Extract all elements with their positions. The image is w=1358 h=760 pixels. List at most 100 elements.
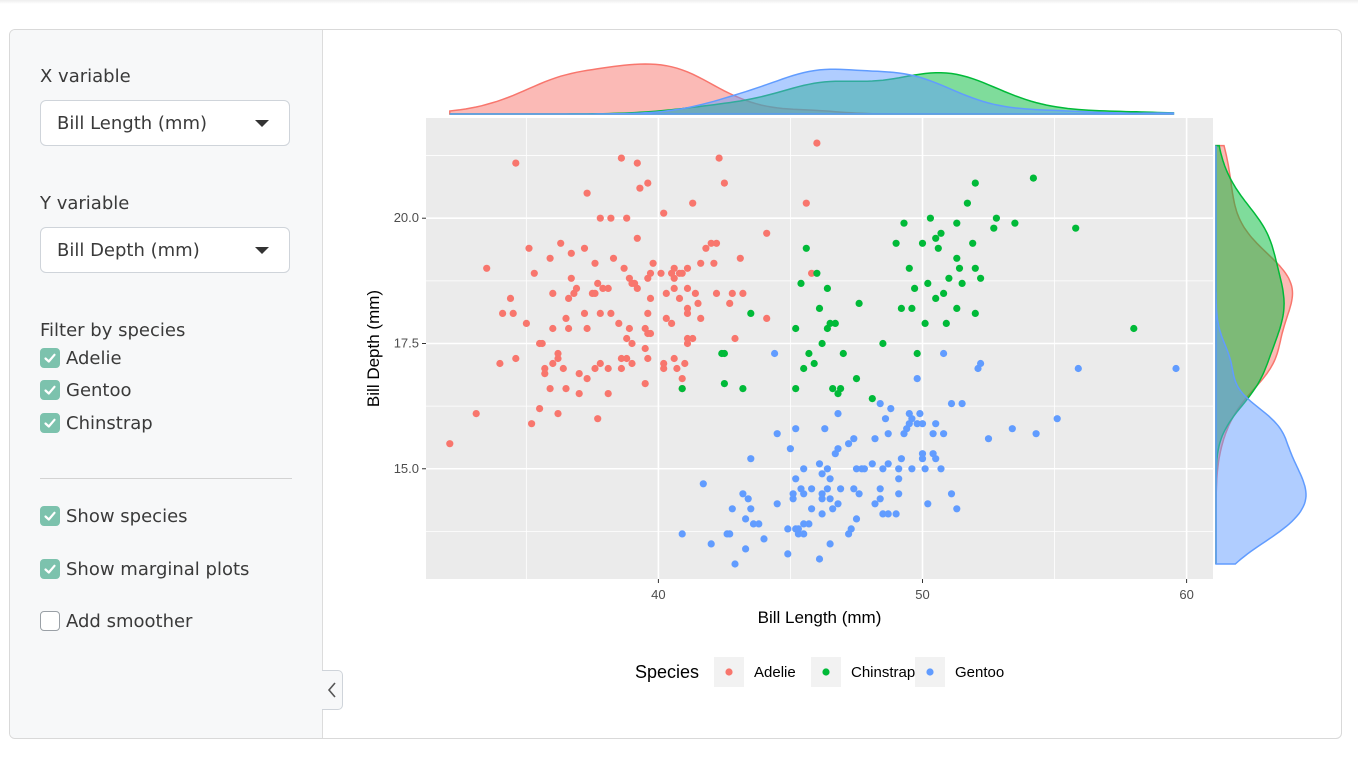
data-point	[810, 359, 818, 368]
data-point	[747, 505, 755, 513]
data-point	[720, 349, 728, 358]
data-point	[834, 410, 842, 418]
data-point	[918, 450, 927, 458]
checkbox-show-species[interactable]: Show species	[40, 504, 188, 528]
data-point	[580, 309, 589, 317]
data-point	[800, 520, 808, 528]
data-point	[971, 264, 979, 272]
checkbox-add-smoother[interactable]: Add smoother	[40, 609, 192, 633]
data-point	[446, 440, 454, 448]
checkbox-box[interactable]	[40, 506, 60, 526]
data-point	[739, 289, 747, 297]
data-point	[792, 425, 800, 433]
checkbox-box[interactable]	[40, 380, 60, 400]
sidebar-collapse-button[interactable]	[322, 670, 343, 710]
data-point	[823, 465, 831, 473]
data-point	[918, 420, 927, 428]
data-point	[607, 309, 615, 317]
data-point	[834, 445, 842, 453]
y-variable-select[interactable]: Bill Depth (mm)	[40, 227, 290, 273]
data-point	[689, 334, 697, 343]
data-point	[876, 495, 884, 503]
data-point	[916, 410, 924, 418]
scatter-plot: 40 50 60 15.0 17.5 20.0 Bill Length (mm) Bill D…	[364, 63, 1307, 687]
data-point	[829, 505, 837, 513]
plot-panel	[426, 118, 1213, 579]
data-point	[617, 154, 625, 162]
data-point	[942, 319, 950, 327]
data-point	[805, 349, 813, 358]
data-point	[868, 395, 876, 403]
data-point	[549, 359, 557, 368]
data-point	[879, 465, 887, 473]
data-point	[1008, 425, 1016, 433]
checkbox-box[interactable]	[40, 413, 60, 433]
data-point	[506, 294, 515, 302]
data-point	[691, 289, 699, 297]
data-point	[604, 390, 612, 398]
checkbox-show-marginal-plots[interactable]: Show marginal plots	[40, 557, 249, 581]
data-point	[826, 475, 834, 483]
data-point	[549, 324, 557, 333]
top-shadow	[0, 0, 1358, 4]
data-point	[660, 359, 668, 368]
data-point	[908, 465, 916, 473]
data-point	[607, 214, 615, 222]
checkbox-adelie[interactable]: Adelie	[40, 346, 122, 370]
data-point	[707, 540, 715, 548]
checkbox-box[interactable]	[40, 559, 60, 579]
legend-label: Adelie	[754, 664, 796, 681]
legend-title: Species	[635, 662, 699, 682]
data-point	[541, 364, 549, 373]
data-point	[591, 364, 599, 373]
x-variable-select[interactable]: Bill Length (mm)	[40, 100, 290, 146]
data-point	[644, 354, 652, 363]
data-point	[823, 284, 831, 292]
data-point	[852, 465, 861, 473]
data-point	[940, 289, 948, 297]
checkbox-gentoo[interactable]: Gentoo	[40, 378, 132, 402]
data-point	[792, 385, 800, 393]
data-point	[826, 319, 834, 327]
data-point	[815, 555, 824, 563]
data-point	[879, 510, 887, 518]
data-point	[575, 390, 583, 398]
checkmark-icon	[44, 385, 56, 395]
data-point	[596, 214, 604, 222]
data-point	[805, 520, 813, 528]
data-point	[536, 405, 544, 413]
data-point	[668, 319, 676, 327]
data-point	[823, 485, 831, 493]
data-point	[1011, 219, 1019, 227]
data-point	[913, 420, 921, 428]
data-point	[831, 319, 839, 327]
legend-label: Gentoo	[955, 664, 1004, 681]
data-point	[800, 364, 808, 373]
series-gentoo	[678, 349, 1180, 568]
data-point	[546, 254, 554, 262]
data-point	[934, 244, 942, 252]
data-point	[937, 465, 945, 473]
data-point	[726, 299, 734, 307]
data-point	[565, 324, 573, 333]
data-point	[736, 254, 744, 262]
data-point	[594, 415, 602, 423]
data-point	[984, 435, 993, 443]
data-point	[771, 349, 779, 358]
data-point	[522, 319, 530, 327]
data-point	[924, 279, 932, 287]
data-point	[932, 420, 940, 428]
checkbox-box[interactable]	[40, 348, 60, 368]
checkbox-box[interactable]	[40, 611, 60, 631]
checkbox-label: Gentoo	[66, 379, 132, 401]
checkbox-chinstrap[interactable]: Chinstrap	[40, 411, 153, 435]
legend-key-point	[822, 668, 830, 676]
y-tick-label: 15.0	[394, 461, 419, 476]
data-point	[884, 510, 892, 518]
data-point	[528, 420, 536, 428]
data-point	[594, 279, 602, 287]
data-point	[839, 349, 847, 358]
data-point	[646, 294, 655, 302]
data-point	[673, 364, 681, 373]
data-point	[826, 540, 834, 548]
